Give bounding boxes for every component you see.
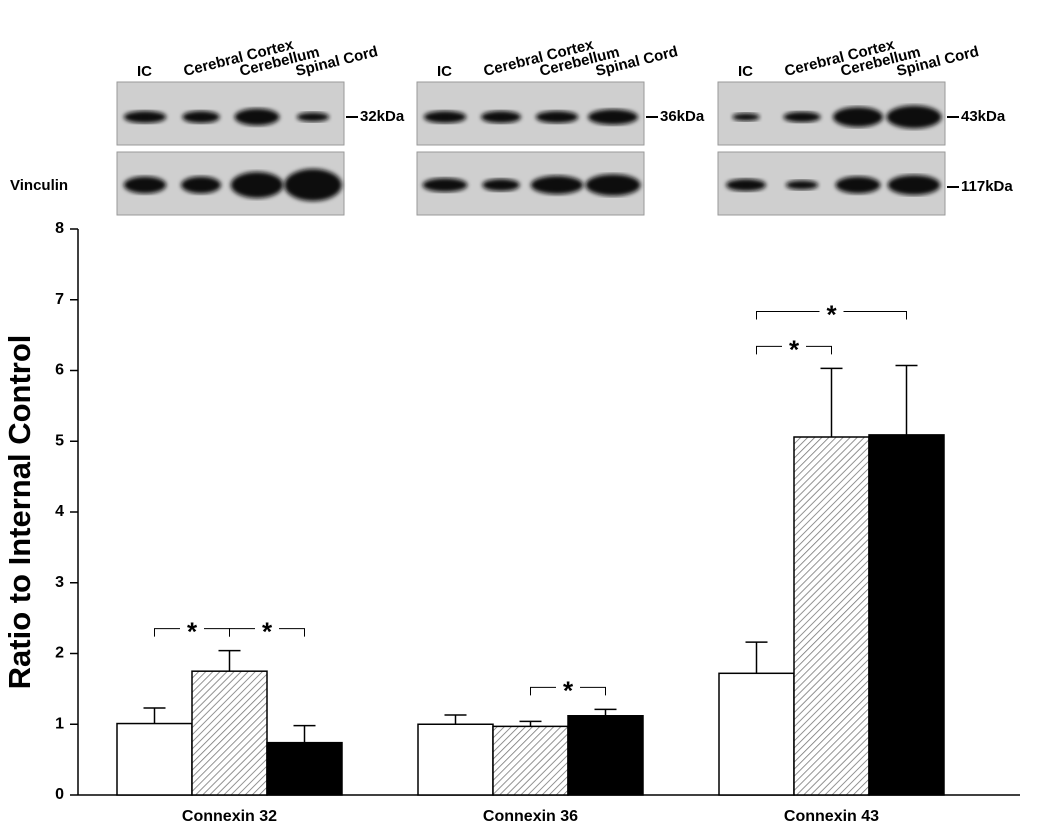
x-tick-label: Connexin 36 (483, 808, 578, 825)
bar (567, 715, 644, 796)
blot-band (423, 110, 467, 124)
blot-band (422, 178, 468, 192)
bar (266, 741, 343, 796)
blot-band (230, 171, 284, 199)
loading-control-label: Vinculin (10, 177, 68, 194)
blot-band (123, 176, 167, 194)
y-tick-label: 1 (55, 715, 64, 732)
significance-label: * (563, 675, 574, 705)
significance-label: * (187, 617, 198, 647)
x-tick-label: Connexin 32 (182, 808, 277, 825)
blot-band (181, 176, 221, 194)
marker-label: 43kDa (961, 108, 1006, 125)
lane-label: IC (137, 63, 152, 80)
blot-band (785, 180, 819, 190)
marker-label: 36kDa (660, 108, 705, 125)
significance-label: * (262, 617, 273, 647)
marker-label: 32kDa (360, 108, 405, 125)
blot-band (588, 109, 638, 125)
lane-label: IC (738, 63, 753, 80)
y-axis-label: Ratio to Internal Control (2, 335, 37, 690)
lane-label: IC (437, 63, 452, 80)
x-tick-label: Connexin 43 (784, 808, 879, 825)
significance-label: * (789, 334, 800, 364)
significance-bracket (229, 628, 305, 637)
significance-label: * (826, 300, 837, 330)
bar (417, 723, 494, 796)
y-tick-label: 7 (55, 291, 64, 308)
blot-band (234, 108, 280, 126)
blot-band (887, 175, 941, 195)
blot-band (481, 110, 521, 124)
significance-bracket (756, 311, 907, 320)
blot-band (284, 168, 342, 202)
blot-band (732, 113, 760, 121)
blot-band (296, 112, 330, 122)
blot-band (886, 105, 942, 129)
y-tick-label: 6 (55, 362, 64, 379)
bar (191, 670, 268, 796)
y-tick-label: 3 (55, 574, 64, 591)
blot-band (783, 111, 821, 123)
bar (868, 434, 945, 796)
blot-band (833, 107, 883, 127)
y-tick-label: 5 (55, 432, 64, 449)
significance-bracket (530, 686, 606, 696)
marker-label: 117kDa (961, 178, 1013, 195)
y-tick-label: 0 (55, 786, 64, 803)
blot-band (835, 176, 881, 194)
blot-band (482, 178, 520, 192)
blot-band (182, 110, 220, 124)
blot-band (535, 110, 579, 124)
y-tick-label: 2 (55, 645, 64, 662)
y-tick-label: 8 (55, 220, 64, 237)
blot-band (123, 110, 167, 124)
blot-band (726, 178, 766, 192)
significance-bracket (756, 345, 832, 355)
blot-band (585, 174, 641, 196)
bar (492, 725, 569, 796)
bar (793, 436, 870, 796)
bar (718, 672, 795, 796)
blot-band (530, 175, 584, 195)
y-tick-label: 4 (55, 503, 64, 520)
bar (116, 722, 193, 796)
